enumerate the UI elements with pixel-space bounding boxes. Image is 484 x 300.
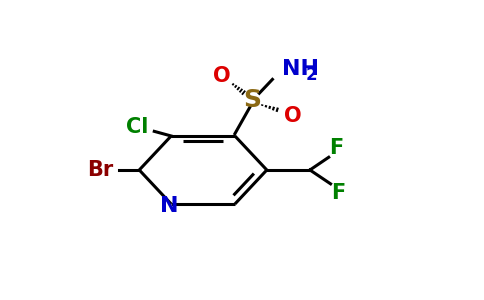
Text: Br: Br <box>87 160 113 180</box>
Text: Cl: Cl <box>126 117 149 137</box>
Text: 2: 2 <box>305 66 317 84</box>
Text: F: F <box>329 138 343 158</box>
Text: O: O <box>284 106 302 126</box>
Text: N: N <box>160 196 179 216</box>
Text: F: F <box>331 183 345 203</box>
Text: O: O <box>213 66 230 86</box>
Text: NH: NH <box>282 59 319 79</box>
Text: S: S <box>243 88 261 112</box>
